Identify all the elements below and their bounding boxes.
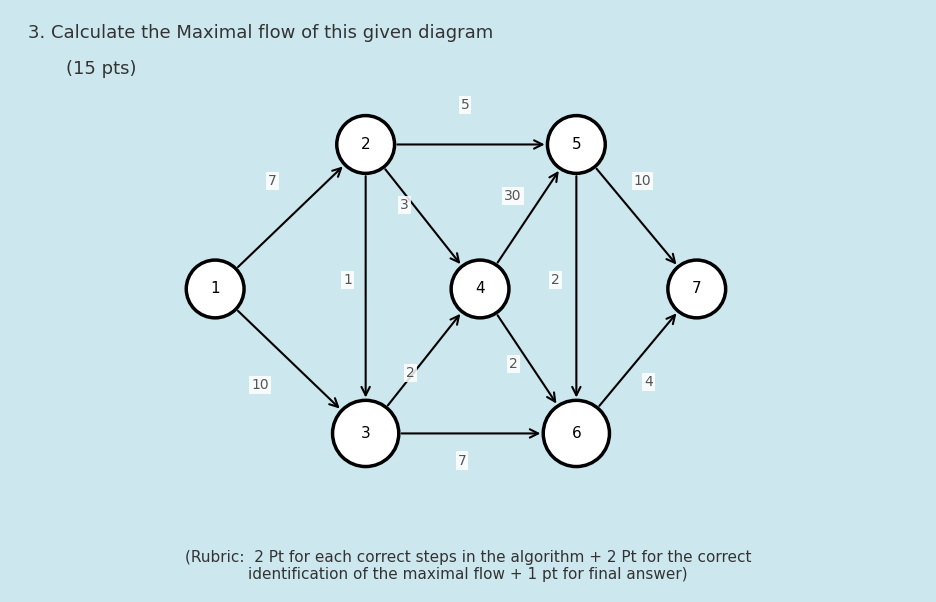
- Text: 2: 2: [406, 366, 416, 380]
- Text: 10: 10: [634, 173, 651, 188]
- Circle shape: [543, 400, 609, 467]
- Text: 4: 4: [644, 375, 653, 389]
- Text: 5: 5: [572, 137, 581, 152]
- Text: 7: 7: [692, 282, 702, 296]
- Circle shape: [451, 260, 509, 318]
- Text: 2: 2: [551, 273, 560, 287]
- Text: 3: 3: [360, 426, 371, 441]
- Text: 1: 1: [344, 273, 352, 287]
- Circle shape: [332, 400, 399, 467]
- Text: 7: 7: [458, 453, 466, 468]
- Text: 2: 2: [361, 137, 371, 152]
- Text: 6: 6: [572, 426, 581, 441]
- Text: 4: 4: [475, 282, 485, 296]
- Circle shape: [337, 116, 395, 173]
- Text: 3: 3: [401, 197, 409, 212]
- Text: 5: 5: [461, 98, 469, 113]
- Text: 3. Calculate the Maximal flow of this given diagram: 3. Calculate the Maximal flow of this gi…: [28, 24, 493, 42]
- Text: 1: 1: [211, 282, 220, 296]
- Text: 10: 10: [252, 378, 270, 393]
- Text: 30: 30: [505, 188, 522, 203]
- Text: (Rubric:  2 Pt for each correct steps in the algorithm + 2 Pt for the correct
id: (Rubric: 2 Pt for each correct steps in …: [184, 550, 752, 582]
- Circle shape: [668, 260, 725, 318]
- Text: (15 pts): (15 pts): [66, 60, 136, 78]
- Circle shape: [186, 260, 244, 318]
- Circle shape: [548, 116, 606, 173]
- Text: 2: 2: [509, 357, 518, 371]
- Text: 7: 7: [268, 173, 277, 188]
